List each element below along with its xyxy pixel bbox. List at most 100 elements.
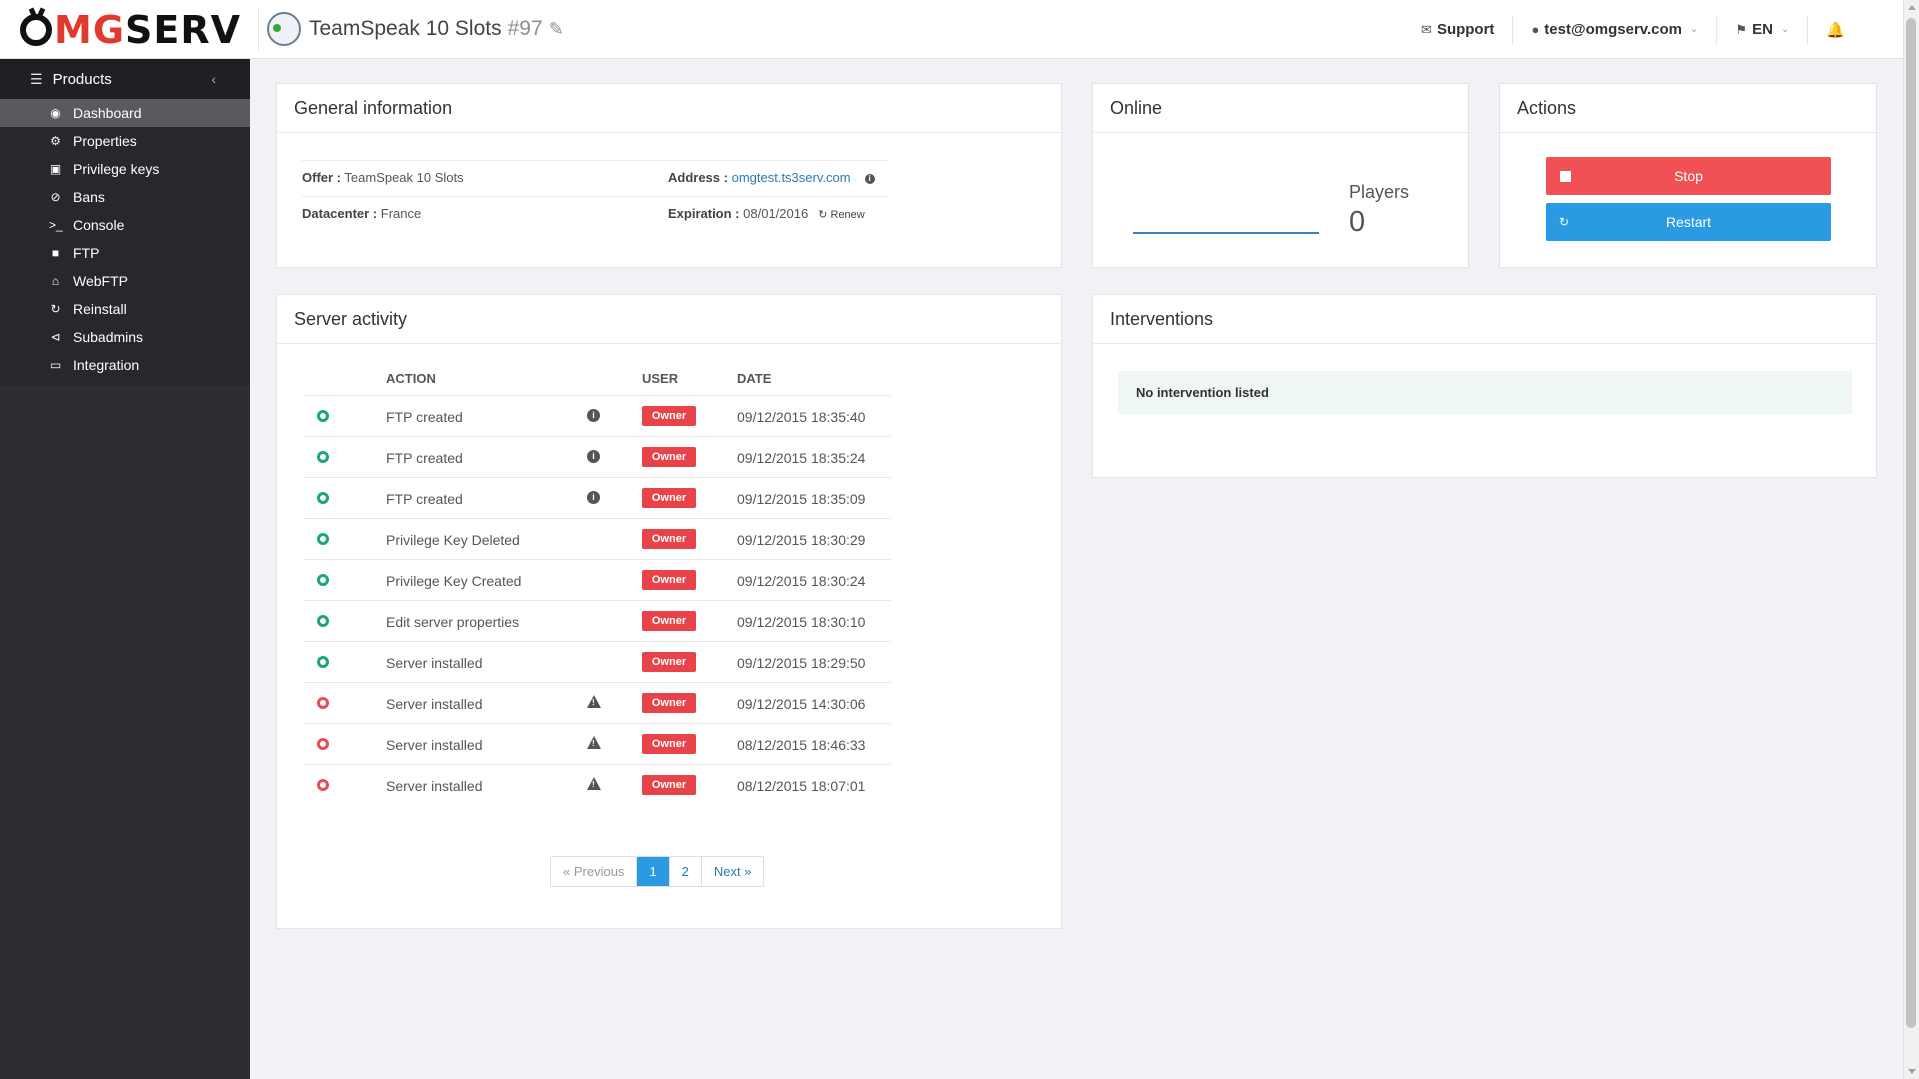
scroll-up-arrow-icon[interactable]	[1908, 5, 1916, 10]
language-label: EN	[1752, 21, 1773, 38]
pagination-previous[interactable]: « Previous	[563, 864, 625, 879]
chevron-left-icon[interactable]: ‹	[211, 71, 216, 87]
notifications-button[interactable]: 🔔	[1807, 14, 1868, 45]
table-row: FTP created i Owner 09/12/2015 18:35:24	[304, 436, 891, 477]
datacenter-field: Datacenter : France	[302, 206, 422, 221]
omgserv-logo[interactable]: MG SERV	[20, 8, 241, 52]
offer-field: Offer : TeamSpeak 10 Slots	[302, 170, 464, 185]
terminal-icon: >_	[49, 218, 63, 232]
refresh-icon: ↻	[818, 209, 828, 221]
top-nav: ✉ Support ● test@omgserv.com ⌄ ⚑ EN ⌄ 🔔	[1403, 0, 1868, 59]
server-number: #97	[507, 17, 543, 40]
user-badge: Owner	[642, 734, 696, 754]
stop-button[interactable]: Stop	[1546, 157, 1831, 195]
panel-title: Interventions	[1093, 295, 1876, 344]
status-error-icon	[317, 779, 329, 791]
pagination-next[interactable]: Next »	[700, 857, 764, 886]
dashboard-icon: ◉	[50, 106, 61, 120]
restart-button[interactable]: ↻ Restart	[1546, 203, 1831, 241]
row-date: 09/12/2015 18:35:09	[737, 491, 866, 507]
support-link[interactable]: ✉ Support	[1403, 15, 1512, 45]
table-row: Privilege Key Deleted Owner 09/12/2015 18:…	[304, 518, 891, 559]
envelope-icon: ✉	[1421, 21, 1432, 37]
info-icon[interactable]: i	[587, 491, 600, 504]
user-badge: Owner	[642, 693, 696, 713]
sidebar-item-ftp[interactable]: ■ FTP	[0, 239, 250, 267]
row-date: 09/12/2015 18:29:50	[737, 655, 866, 671]
row-action: Privilege Key Deleted	[386, 532, 520, 548]
status-ok-icon	[317, 533, 329, 545]
chevron-down-icon: ⌄	[1780, 24, 1790, 35]
sidebar-item-console[interactable]: >_ Console	[0, 211, 250, 239]
players-chart-line	[1133, 232, 1319, 234]
panel-title: Actions	[1500, 84, 1876, 133]
row-date: 08/12/2015 18:46:33	[737, 737, 866, 753]
table-row: Privilege Key Created Owner 09/12/2015 18:…	[304, 559, 891, 600]
stop-icon	[1560, 171, 1571, 182]
panel-title: Online	[1093, 84, 1468, 133]
scroll-down-arrow-icon[interactable]	[1908, 1069, 1916, 1074]
sidebar-item-integration[interactable]: ▭ Integration	[0, 351, 250, 379]
column-header-date: DATE	[737, 371, 772, 386]
refresh-icon: ↻	[1559, 215, 1570, 229]
warning-icon[interactable]: !	[587, 736, 601, 749]
status-error-icon	[317, 697, 329, 709]
user-menu[interactable]: ● test@omgserv.com ⌄	[1512, 14, 1716, 45]
renew-link[interactable]: ↻ Renew	[818, 209, 865, 221]
edit-icon[interactable]: ✎	[548, 18, 564, 39]
lock-icon: ▣	[49, 162, 62, 176]
logo-o-icon	[20, 14, 52, 46]
user-badge: Owner	[642, 488, 696, 508]
sidebar-menu: ◉ Dashboard ⚙ Properties ▣ Privilege keys ⊘…	[0, 99, 250, 385]
expiration-value: 08/01/2016	[743, 206, 809, 221]
share-icon: ⊲	[50, 330, 61, 344]
row-date: 09/12/2015 18:30:10	[737, 614, 866, 630]
server-title: TeamSpeak 10 Slots	[309, 17, 502, 40]
row-date: 09/12/2015 18:30:29	[737, 532, 866, 548]
scrollbar-thumb[interactable]	[1906, 18, 1916, 1028]
support-label: Support	[1436, 21, 1495, 38]
pagination-page-2[interactable]: 2	[668, 857, 701, 886]
row-action: FTP created	[386, 409, 463, 425]
sidebar-item-label: Privilege keys	[73, 161, 160, 177]
top-bar: MG SERV TeamSpeak 10 Slots #97 ✎ ✉ Support…	[0, 0, 1903, 59]
info-icon[interactable]: i	[864, 173, 875, 184]
info-icon[interactable]: i	[587, 409, 600, 422]
warning-icon[interactable]: !	[587, 777, 601, 790]
general-row-2: Datacenter : France Expiration : 08/01/2…	[302, 196, 889, 232]
table-row: Server installed! Owner 08/12/2015 18:07:0…	[304, 764, 891, 805]
sidebar-item-webftp[interactable]: ⌂ WebFTP	[0, 267, 250, 295]
language-menu[interactable]: ⚑ EN ⌄	[1716, 14, 1807, 45]
logo-text-mg: MG	[54, 8, 126, 52]
page-scrollbar[interactable]	[1903, 0, 1919, 1079]
row-date: 09/12/2015 14:30:06	[737, 696, 866, 712]
sidebar-item-subadmins[interactable]: ⊲ Subadmins	[0, 323, 250, 351]
info-icon[interactable]: i	[587, 450, 600, 463]
sidebar-item-dashboard[interactable]: ◉ Dashboard	[0, 99, 250, 127]
panel-title: General information	[277, 84, 1061, 133]
user-badge: Owner	[642, 611, 696, 631]
table-row: Server installed Owner 09/12/2015 18:29:50	[304, 641, 891, 682]
column-header-action: ACTION	[386, 371, 436, 386]
sidebar-item-label: Subadmins	[73, 329, 144, 345]
sidebar-item-properties[interactable]: ⚙ Properties	[0, 127, 250, 155]
sidebar-item-privilege-keys[interactable]: ▣ Privilege keys	[0, 155, 250, 183]
status-ok-icon	[317, 656, 329, 668]
desktop-icon: ▭	[49, 358, 62, 372]
row-action: Server installed	[386, 655, 483, 671]
sidebar-item-bans[interactable]: ⊘ Bans	[0, 183, 250, 211]
bell-icon: 🔔	[1826, 21, 1845, 39]
offer-value: TeamSpeak 10 Slots	[344, 170, 464, 185]
ban-icon: ⊘	[50, 190, 61, 204]
address-link[interactable]: omgtest.ts3serv.com	[731, 170, 851, 185]
warning-icon[interactable]: !	[587, 695, 601, 708]
sidebar-item-reinstall[interactable]: ↻ Reinstall	[0, 295, 250, 323]
row-date: 09/12/2015 18:30:24	[737, 573, 866, 589]
online-panel: Online Players 0	[1092, 83, 1469, 268]
sidebar-item-label: Reinstall	[73, 301, 127, 317]
user-badge: Owner	[642, 775, 696, 795]
table-row: FTP created i Owner 09/12/2015 18:35:40	[304, 395, 891, 436]
status-error-icon	[317, 738, 329, 750]
sidebar-header-products[interactable]: ☰ Products ‹	[0, 59, 250, 99]
pagination-page-1[interactable]: 1	[636, 857, 669, 886]
